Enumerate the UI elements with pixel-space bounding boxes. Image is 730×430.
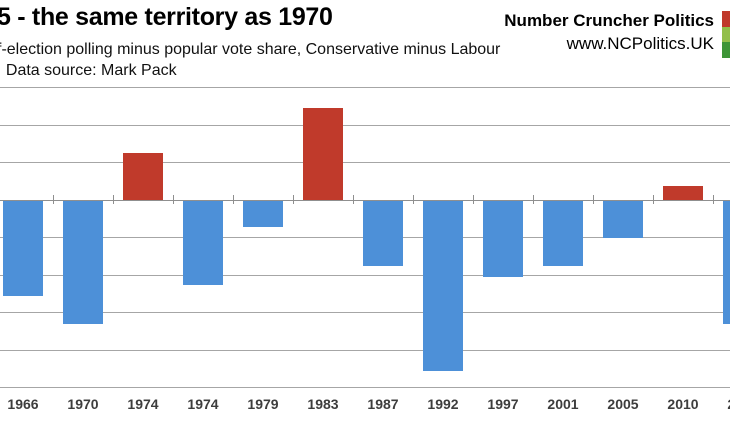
gridline: [0, 387, 730, 388]
page-title: 5 - the same territory as 1970: [0, 3, 333, 31]
axis-tick: [713, 195, 714, 204]
x-axis-label: 1974: [187, 396, 219, 412]
bar-1966: [3, 200, 43, 297]
gridline: [0, 87, 730, 88]
x-axis-label: 1974: [127, 396, 159, 412]
logo-color-block: [722, 42, 730, 58]
x-axis-label: 1970: [67, 396, 99, 412]
x-axis-label: 2001: [547, 396, 579, 412]
bar-2001: [543, 200, 583, 267]
bar-1987: [363, 200, 403, 267]
axis-tick: [113, 195, 114, 204]
gridline: [0, 124, 730, 126]
axis-tick: [593, 195, 594, 204]
brand-block: Number Cruncher Politics www.NCPolitics.…: [504, 11, 714, 54]
x-axis-label: 2015: [713, 396, 730, 412]
gridline: [0, 312, 730, 313]
axis-tick: [353, 195, 354, 204]
bar-1997: [483, 200, 523, 278]
gridline: [0, 274, 730, 276]
bar-1974: [183, 200, 223, 285]
bar-1983: [303, 107, 343, 200]
x-axis-label: 1997: [487, 396, 519, 412]
chart-subtitle: f-election polling minus popular vote sh…: [0, 41, 501, 58]
x-axis-label: 1966: [7, 396, 39, 412]
x-axis-label: 1983: [307, 396, 339, 412]
logo-color-block: [722, 11, 730, 27]
gridline: [0, 349, 730, 351]
bar-1970: [63, 200, 103, 325]
axis-tick: [533, 195, 534, 204]
data-source-note: . Data source: Mark Pack: [0, 62, 177, 79]
axis-tick: [173, 195, 174, 204]
x-axis-line: [0, 199, 730, 201]
x-axis-label: 1987: [367, 396, 399, 412]
brand-url: www.NCPolitics.UK: [566, 34, 714, 53]
x-axis-label: 2005: [607, 396, 639, 412]
gridline: [0, 162, 730, 163]
axis-tick: [53, 195, 54, 204]
logo-color-block: [722, 26, 730, 42]
axis-tick: [293, 195, 294, 204]
x-axis-label: 2010: [667, 396, 699, 412]
axis-tick: [653, 195, 654, 204]
bar-2005: [603, 200, 643, 238]
bar-2015: [723, 200, 730, 325]
x-axis-label: 1992: [427, 396, 459, 412]
axis-tick: [233, 195, 234, 204]
x-axis-label: 1979: [247, 396, 279, 412]
bar-1974: [123, 152, 163, 200]
axis-tick: [473, 195, 474, 204]
brand-name: Number Cruncher Politics: [504, 11, 714, 30]
axis-tick: [413, 195, 414, 204]
bar-1979: [243, 200, 283, 227]
ncp-logo-icon: [722, 11, 730, 58]
bar-2010: [663, 186, 703, 200]
bar-1992: [423, 200, 463, 372]
